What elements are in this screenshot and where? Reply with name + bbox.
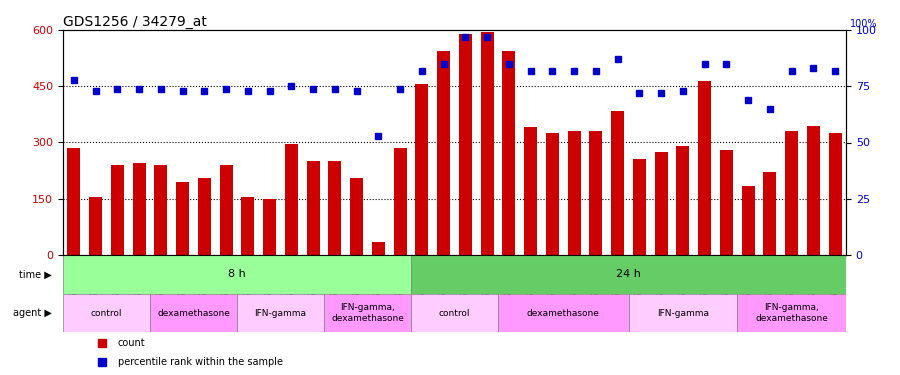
Text: IFN-gamma,
dexamethasone: IFN-gamma, dexamethasone — [331, 303, 404, 323]
Bar — [132, 163, 146, 255]
Bar — [372, 242, 385, 255]
Bar — [502, 51, 516, 255]
Bar — [89, 197, 102, 255]
Text: IFN-gamma,
dexamethasone: IFN-gamma, dexamethasone — [755, 303, 828, 323]
Bar — [763, 172, 777, 255]
Bar — [807, 126, 820, 255]
Bar — [176, 182, 189, 255]
FancyBboxPatch shape — [63, 294, 150, 332]
Bar — [654, 152, 668, 255]
Bar — [677, 146, 689, 255]
FancyBboxPatch shape — [237, 294, 324, 332]
Bar — [220, 165, 232, 255]
Bar — [611, 111, 625, 255]
Text: IFN-gamma: IFN-gamma — [657, 309, 709, 318]
Text: 8 h: 8 h — [228, 269, 246, 279]
Text: IFN-gamma: IFN-gamma — [255, 309, 307, 318]
Bar — [68, 148, 80, 255]
FancyBboxPatch shape — [324, 294, 411, 332]
Bar — [415, 84, 428, 255]
Text: agent ▶: agent ▶ — [14, 308, 52, 318]
FancyBboxPatch shape — [737, 294, 846, 332]
Text: percentile rank within the sample: percentile rank within the sample — [118, 357, 283, 367]
Bar — [829, 133, 842, 255]
Bar — [742, 186, 755, 255]
Bar — [459, 34, 472, 255]
Bar — [241, 197, 255, 255]
Bar — [263, 199, 276, 255]
Text: dexamethasone: dexamethasone — [526, 309, 599, 318]
FancyBboxPatch shape — [411, 255, 846, 294]
Text: control: control — [91, 309, 122, 318]
Bar — [328, 161, 341, 255]
Text: 24 h: 24 h — [616, 269, 641, 279]
Bar — [393, 148, 407, 255]
Bar — [785, 131, 798, 255]
FancyBboxPatch shape — [628, 294, 737, 332]
Bar — [155, 165, 167, 255]
Text: time ▶: time ▶ — [20, 269, 52, 279]
Bar — [524, 128, 537, 255]
Text: 100%: 100% — [850, 19, 878, 28]
Text: GDS1256 / 34279_at: GDS1256 / 34279_at — [63, 15, 207, 29]
Bar — [437, 51, 450, 255]
Bar — [720, 150, 733, 255]
FancyBboxPatch shape — [63, 255, 411, 294]
FancyBboxPatch shape — [411, 294, 498, 332]
Bar — [307, 161, 320, 255]
Bar — [481, 32, 493, 255]
Bar — [545, 133, 559, 255]
Bar — [590, 131, 602, 255]
FancyBboxPatch shape — [150, 294, 237, 332]
Text: control: control — [439, 309, 470, 318]
FancyBboxPatch shape — [498, 294, 628, 332]
Bar — [568, 131, 580, 255]
Bar — [698, 81, 711, 255]
Bar — [198, 178, 211, 255]
Text: dexamethasone: dexamethasone — [158, 309, 230, 318]
Bar — [633, 159, 646, 255]
Bar — [284, 144, 298, 255]
Text: count: count — [118, 338, 146, 348]
Bar — [111, 165, 124, 255]
Bar — [350, 178, 363, 255]
